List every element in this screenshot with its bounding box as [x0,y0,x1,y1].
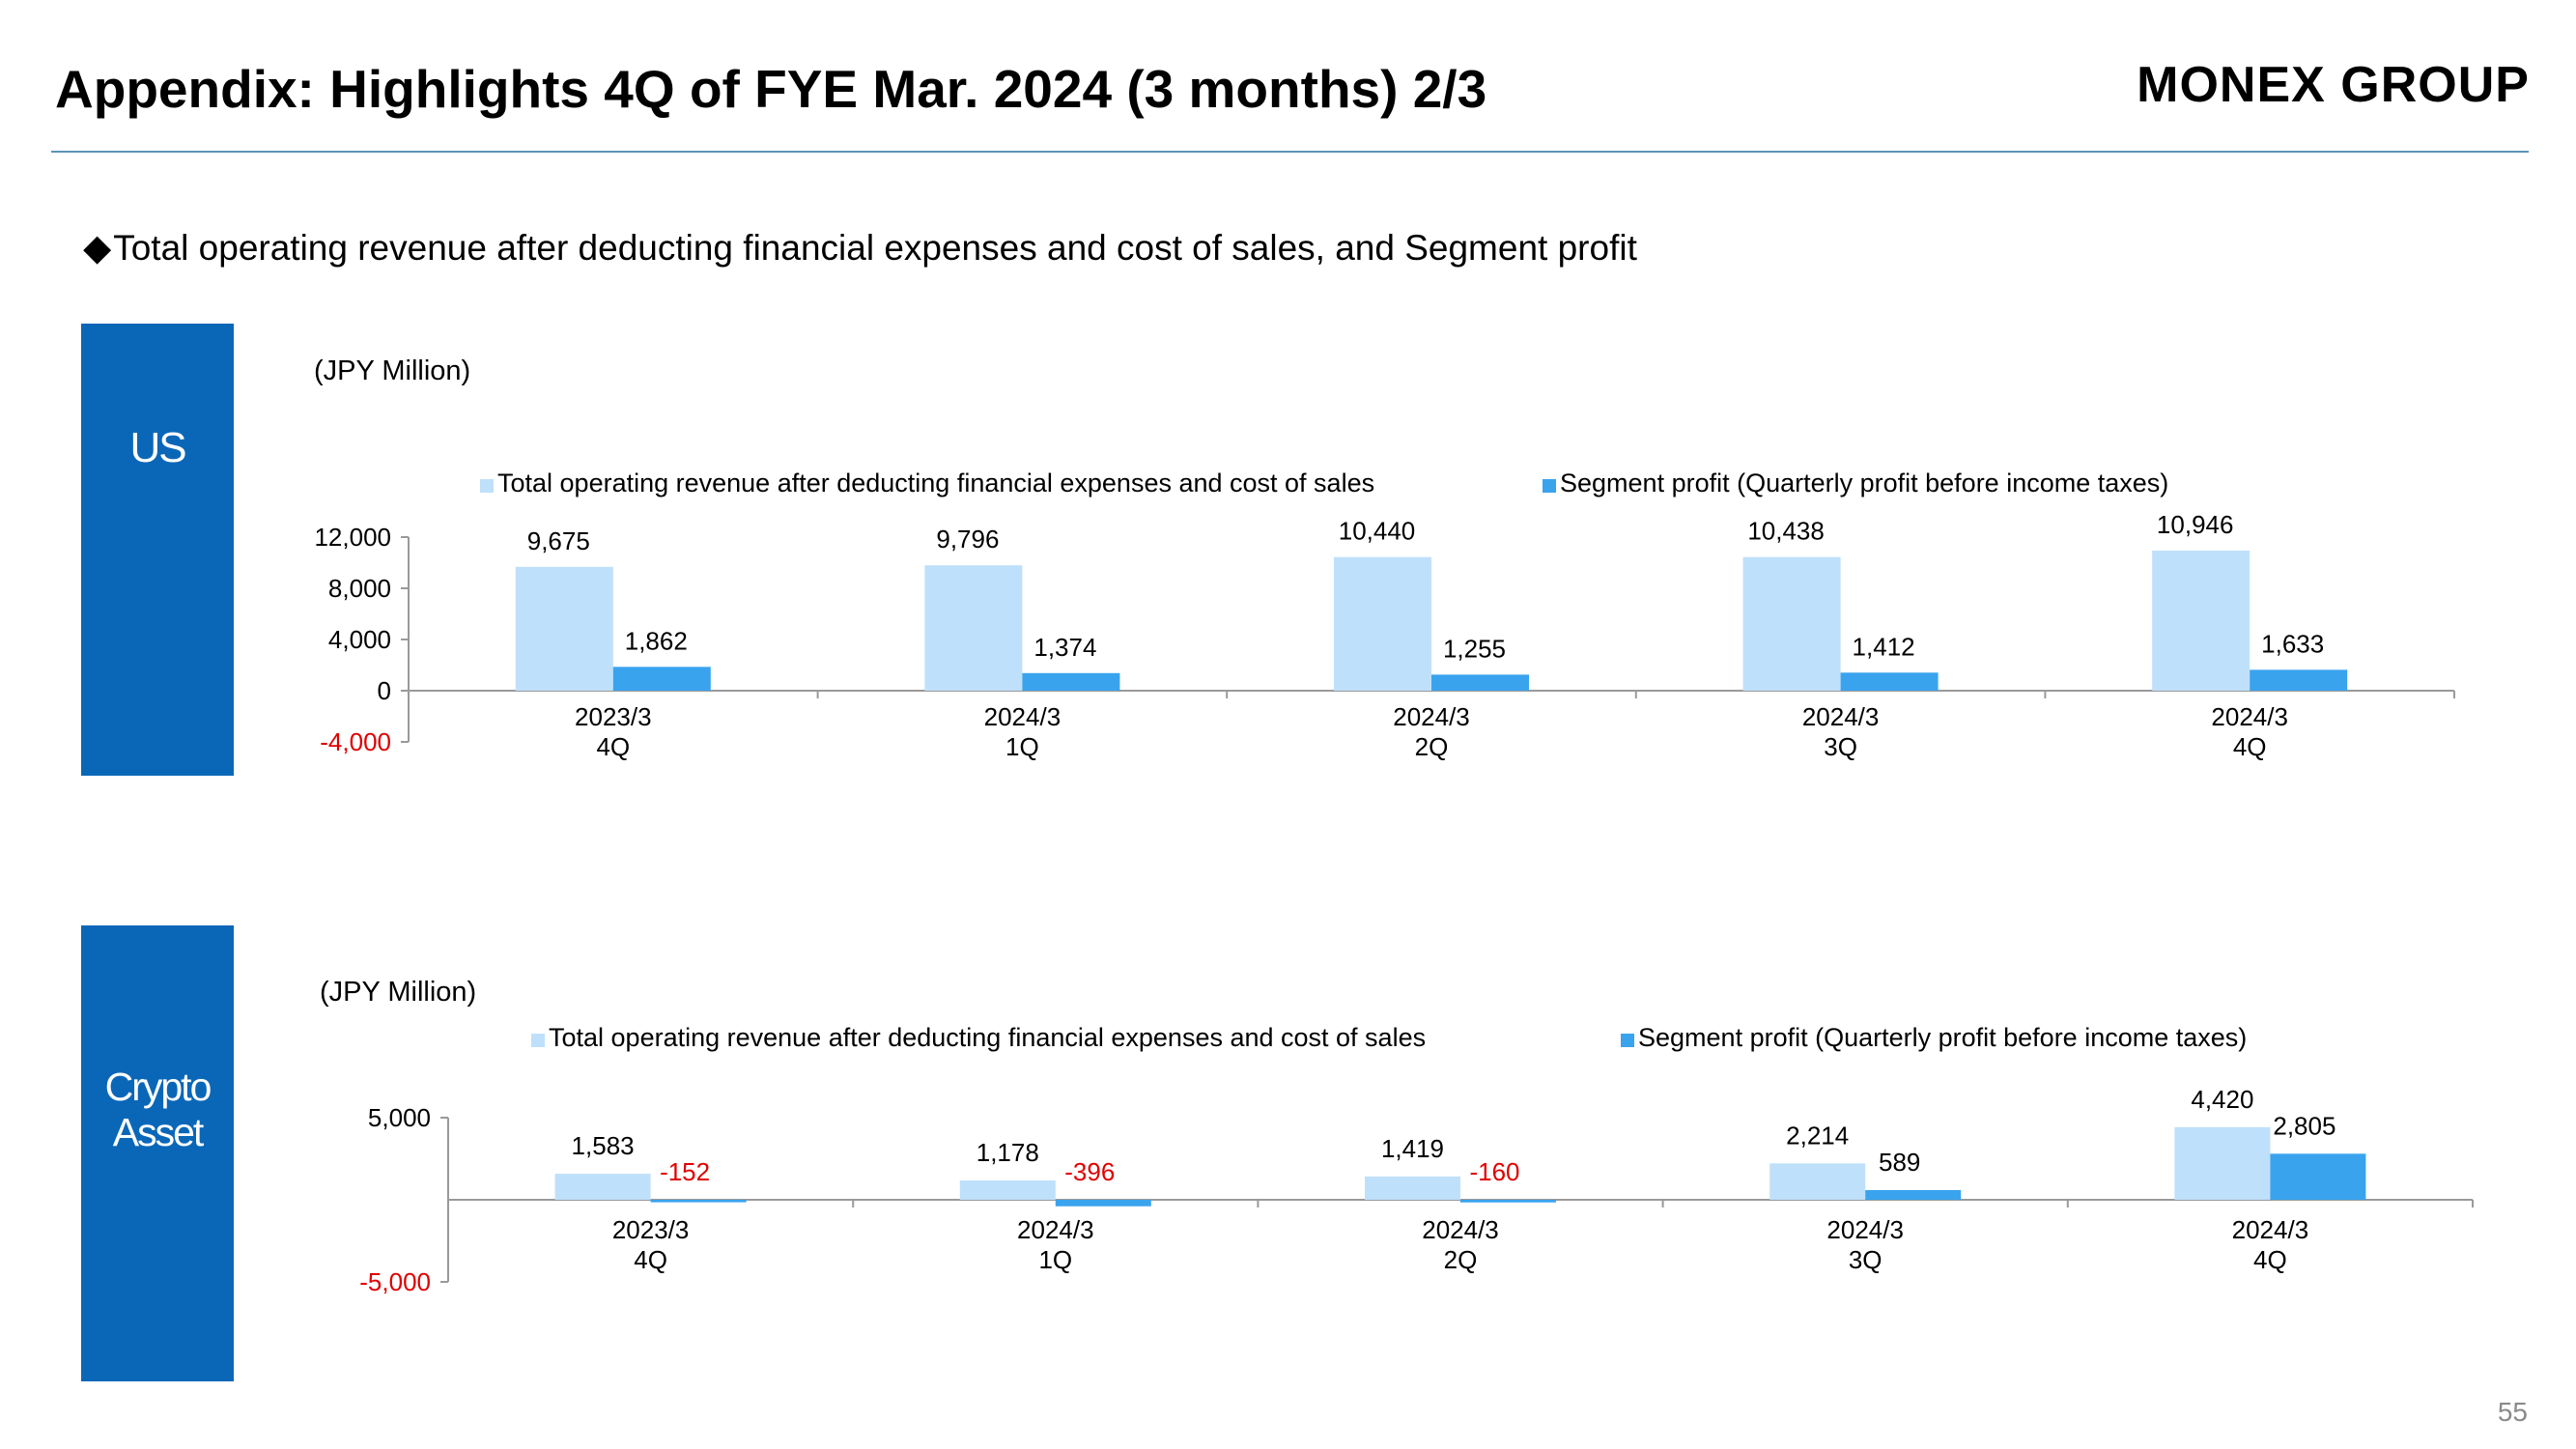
crypto-category-label-quarter: 1Q [1038,1245,1072,1274]
us-data-label-revenue: 10,440 [1339,517,1416,546]
us-category-label-quarter: 4Q [2233,732,2267,761]
crypto-bar-revenue [959,1179,1056,1200]
us-data-label-revenue: 10,438 [1747,517,1825,546]
section-subtitle: ◆Total operating revenue after deducting… [83,226,1637,270]
crypto-legend-label-2: Segment profit (Quarterly profit before … [1638,1023,2247,1052]
us-category-label-year: 2024/3 [2211,702,2288,731]
us-bar-profit [612,667,711,691]
page-title: Appendix: Highlights 4Q of FYE Mar. 2024… [55,59,1487,119]
us-chart-unit-label: (JPY Million) [314,355,471,386]
us-bar-revenue [1334,556,1431,691]
us-data-label-profit: 1,633 [2261,629,2324,658]
crypto-data-label-revenue: 1,583 [572,1131,635,1160]
us-legend-label-1: Total operating revenue after deducting … [497,469,1374,497]
crypto-data-label-profit: -396 [1064,1157,1115,1186]
crypto-data-label-profit: 589 [1879,1148,1920,1177]
segment-label-crypto-line2: Asset [112,1110,205,1154]
us-legend-swatch-2 [1543,479,1556,493]
header-divider [51,151,2529,153]
crypto-y-tick-label: 5,000 [368,1103,431,1132]
us-category-label-quarter: 3Q [1824,732,1857,761]
diamond-bullet-icon: ◆ [83,228,112,269]
crypto-bar-revenue [1365,1176,1460,1200]
us-data-label-revenue: 9,675 [527,526,590,555]
crypto-category-label-year: 2023/3 [612,1215,690,1244]
us-category-label-quarter: 2Q [1415,732,1449,761]
crypto-bar-profit [1055,1200,1151,1207]
us-bar-profit [1022,672,1120,691]
us-bar-profit [2250,669,2348,691]
monex-group-logo: MONEX GROUP [2137,57,2530,113]
crypto-bar-revenue [554,1174,651,1200]
segment-label-us: US [81,324,234,776]
crypto-category-label-quarter: 3Q [1849,1245,1882,1274]
crypto-y-tick-label: -5,000 [359,1267,431,1296]
crypto-data-label-profit: -152 [660,1157,710,1186]
us-category-label-quarter: 1Q [1005,732,1039,761]
crypto-data-label-revenue: 4,420 [2191,1085,2253,1114]
crypto-bar-revenue [2174,1126,2271,1200]
segment-label-crypto-line1: Crypto [104,1065,212,1109]
us-bar-profit [1840,672,1939,691]
us-y-tick-label: 0 [378,676,391,705]
us-data-label-profit: 1,374 [1033,633,1096,662]
crypto-category-label-quarter: 2Q [1444,1245,1478,1274]
crypto-category-label-year: 2024/3 [1017,1215,1094,1244]
us-bar-revenue [1742,556,1841,691]
crypto-legend-swatch-1 [531,1034,545,1047]
crypto-bar-profit [1460,1200,1556,1203]
segment-label-crypto-asset: Crypto Asset [81,925,234,1381]
crypto-category-label-year: 2024/3 [1422,1215,1499,1244]
crypto-bar-profit [1865,1189,1962,1200]
us-category-label-year: 2023/3 [575,702,652,731]
crypto-data-label-revenue: 1,178 [977,1138,1039,1167]
us-y-tick-label: 8,000 [328,574,391,603]
crypto-data-label-profit: -160 [1469,1157,1519,1186]
us-legend-swatch-1 [480,479,494,493]
us-bar-revenue [515,566,613,691]
us-bar-profit [1431,674,1529,691]
crypto-legend-swatch-2 [1621,1034,1634,1047]
crypto-legend-label-1: Total operating revenue after deducting … [549,1023,1426,1052]
segment-label-us-text: US [129,424,186,471]
us-legend-label-2: Segment profit (Quarterly profit before … [1560,469,2168,497]
crypto-chart-unit-label: (JPY Million) [320,977,477,1008]
crypto-category-label-year: 2024/3 [2232,1215,2309,1244]
us-category-label-year: 2024/3 [1802,702,1880,731]
us-category-label-year: 2024/3 [1393,702,1470,731]
us-data-label-profit: 1,412 [1853,632,1915,661]
page-number: 55 [2497,1397,2528,1427]
us-data-label-revenue: 9,796 [936,525,999,554]
us-data-label-profit: 1,255 [1443,634,1506,663]
crypto-data-label-revenue: 2,214 [1786,1121,1849,1150]
crypto-category-label-quarter: 4Q [2253,1245,2287,1274]
crypto-bar-profit [2270,1153,2366,1200]
us-category-label-quarter: 4Q [596,732,630,761]
us-category-label-year: 2024/3 [984,702,1062,731]
us-bar-revenue [2152,550,2250,691]
crypto-category-label-quarter: 4Q [634,1245,667,1274]
crypto-bar-revenue [1769,1163,1866,1200]
crypto-bar-profit [650,1200,747,1203]
us-y-tick-label: 4,000 [328,625,391,654]
us-data-label-profit: 1,862 [625,626,688,655]
crypto-category-label-year: 2024/3 [1826,1215,1904,1244]
us-data-label-revenue: 10,946 [2157,510,2234,539]
us-y-tick-label: -4,000 [320,727,391,756]
crypto-data-label-revenue: 1,419 [1381,1134,1444,1163]
us-y-tick-label: 12,000 [314,523,391,552]
crypto-data-label-profit: 2,805 [2273,1111,2335,1140]
subtitle-text: Total operating revenue after deducting … [113,228,1637,268]
us-bar-revenue [924,565,1023,691]
